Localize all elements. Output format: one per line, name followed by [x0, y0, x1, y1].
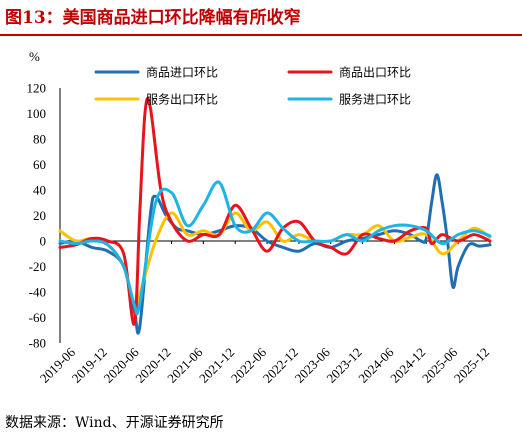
title-rule [0, 34, 522, 36]
legend-label: 服务进口环比 [339, 92, 411, 107]
y-tick-label: -60 [29, 310, 46, 325]
y-tick-label: -40 [29, 285, 46, 300]
line-chart: % -80 -60 -40 -20 0 20 40 60 80 100 120 2019-06201… [27, 49, 493, 386]
figure-source: 数据来源：Wind、开源证券研究所 [5, 415, 224, 431]
y-tick-label: 120 [27, 81, 47, 96]
series-line-2 [58, 97, 492, 326]
y-tick-label: 40 [33, 183, 46, 198]
y-axis-unit: % [29, 49, 40, 64]
y-tick-label: -80 [29, 336, 46, 351]
y-tick-label: 0 [40, 234, 47, 249]
y-tick-label: -20 [29, 259, 46, 274]
series-lines [58, 97, 492, 335]
legend-label: 服务出口环比 [146, 92, 218, 107]
y-tick-label: 100 [27, 106, 47, 121]
y-tick-label: 80 [33, 132, 46, 147]
series-line-1 [58, 173, 492, 335]
figure-title: 图13：美国商品进口环比降幅有所收窄 [5, 8, 301, 28]
series-line-4 [58, 180, 492, 316]
axes [59, 88, 490, 343]
y-axis-ticks: -80 -60 -40 -20 0 20 40 60 80 100 120 [27, 81, 47, 351]
legend-label: 商品进口环比 [146, 65, 218, 80]
y-tick-label: 60 [33, 157, 46, 172]
y-tick-label: 20 [33, 208, 46, 223]
legend-label: 商品出口环比 [339, 65, 411, 80]
x-tick-label: 2025-12 [451, 345, 492, 386]
x-axis-ticks: 2019-062019-122020-062020-122021-062021-… [37, 241, 492, 386]
